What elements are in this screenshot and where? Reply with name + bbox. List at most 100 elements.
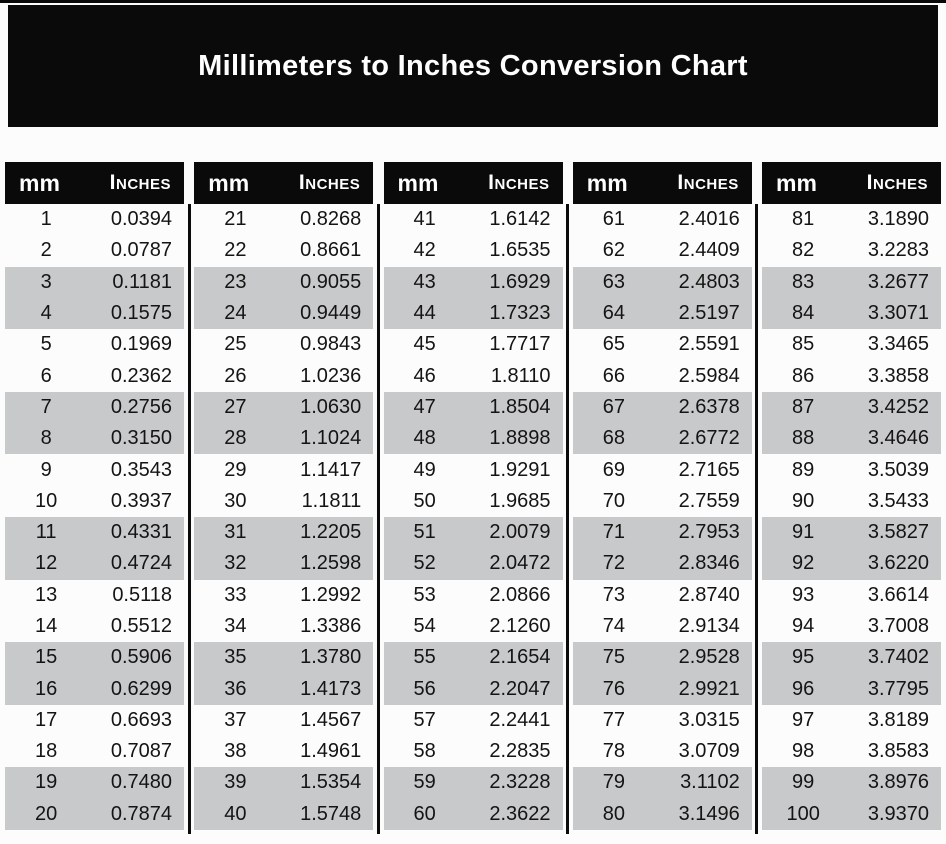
inches-value: 3.0709 <box>678 740 740 763</box>
conversion-table: mm Inches 41 1.6142 42 1.6535 43 1.6929 44 1.73… <box>383 162 563 830</box>
table-row: 100 3.9370 <box>762 798 941 830</box>
table-row: 82 3.2283 <box>762 235 941 266</box>
table-row: 26 1.0236 <box>194 360 373 391</box>
inches-value: 0.0394 <box>110 208 172 231</box>
table-row: 22 0.8661 <box>194 235 373 266</box>
mm-value: 76 <box>602 677 626 700</box>
table-row: 68 2.6772 <box>572 423 752 455</box>
mm-value: 54 <box>413 615 436 637</box>
table-row: 25 0.9843 <box>194 329 373 360</box>
table-row: 87 3.4252 <box>762 391 941 424</box>
inches-value: 2.4409 <box>678 239 740 262</box>
inches-value: 2.1654 <box>489 646 551 669</box>
inches-value: 3.4252 <box>867 395 929 418</box>
mm-value: 96 <box>792 677 815 700</box>
inches-value: 2.0472 <box>489 552 551 575</box>
table-row: 1 0.0394 <box>5 204 184 235</box>
table-row: 48 1.8898 <box>383 423 563 455</box>
table-row: 16 0.6299 <box>5 673 184 705</box>
mm-value: 40 <box>224 802 247 825</box>
inches-value: 1.6535 <box>489 239 551 262</box>
mm-value: 57 <box>413 708 436 731</box>
column-header-inches: Inches <box>488 171 550 194</box>
column-header-inches: Inches <box>866 171 928 194</box>
mm-value: 69 <box>602 458 626 481</box>
mm-value: 81 <box>792 208 815 231</box>
inches-value: 3.7008 <box>867 615 929 637</box>
table-row: 78 3.0709 <box>573 736 752 767</box>
table-row: 34 1.3386 <box>194 611 373 642</box>
inches-value: 0.1969 <box>110 333 172 356</box>
tables-container: mm Inches 1 0.0394 2 0.0787 3 0.1181 4 0.1575 5 0… <box>5 162 941 834</box>
table-row: 84 3.3071 <box>762 297 941 330</box>
mm-value: 6 <box>40 364 52 387</box>
inches-value: 0.7087 <box>110 740 172 763</box>
inches-value: 2.0079 <box>489 521 551 544</box>
mm-value: 80 <box>602 802 626 825</box>
mm-value: 20 <box>35 802 58 825</box>
mm-value: 8 <box>40 427 52 450</box>
table-row: 64 2.5197 <box>572 297 752 330</box>
mm-value: 59 <box>413 771 436 794</box>
table-row: 38 1.4961 <box>194 736 373 767</box>
table-body: 1 0.0394 2 0.0787 3 0.1181 4 0.1575 5 0.1969 6 0.23… <box>5 204 184 830</box>
conversion-table: mm Inches 81 3.1890 82 3.2283 83 3.2677 84 3.30… <box>762 162 941 830</box>
mm-value: 32 <box>224 552 247 575</box>
column-header-mm: mm <box>19 169 60 196</box>
inches-value: 2.2047 <box>489 677 551 700</box>
mm-value: 63 <box>602 270 626 293</box>
mm-value: 56 <box>413 677 436 700</box>
inches-value: 2.6378 <box>678 395 740 418</box>
mm-value: 28 <box>224 427 247 450</box>
inches-value: 1.8504 <box>489 395 551 418</box>
table-row: 93 3.6614 <box>762 580 941 611</box>
table-row: 83 3.2677 <box>762 266 941 298</box>
inches-value: 3.5433 <box>867 489 929 512</box>
table-row: 86 3.3858 <box>762 360 941 391</box>
table-row: 40 1.5748 <box>194 798 374 830</box>
mm-value: 11 <box>35 521 57 544</box>
column-header-mm: mm <box>397 169 439 196</box>
mm-value: 15 <box>35 646 58 669</box>
table-row: 24 0.9449 <box>194 297 374 330</box>
mm-value: 37 <box>224 708 247 731</box>
mm-value: 5 <box>40 333 52 356</box>
table-body: 81 3.1890 82 3.2283 83 3.2677 84 3.3071 85 3.3465… <box>762 204 941 830</box>
inches-value: 1.7323 <box>489 302 551 325</box>
inches-value: 0.3937 <box>110 489 172 512</box>
table-row: 65 2.5591 <box>573 329 752 360</box>
mm-value: 3 <box>40 270 52 293</box>
title-banner: Millimeters to Inches Conversion Chart <box>8 5 938 127</box>
mm-value: 34 <box>224 615 247 637</box>
column-header-inches: Inches <box>677 171 739 194</box>
table-row: 90 3.5433 <box>762 486 941 517</box>
table-row: 35 1.3780 <box>194 642 374 674</box>
inches-value: 1.9685 <box>489 489 551 512</box>
table-row: 60 2.3622 <box>383 798 563 830</box>
inches-value: 0.1181 <box>112 270 172 293</box>
mm-value: 47 <box>413 395 436 418</box>
table-row: 12 0.4724 <box>5 548 184 580</box>
mm-value: 88 <box>792 427 815 450</box>
table-row: 21 0.8268 <box>194 204 373 235</box>
inches-value: 2.2441 <box>489 708 551 731</box>
table-row: 72 2.8346 <box>572 548 752 580</box>
inches-value: 0.1575 <box>110 302 172 325</box>
inches-value: 2.7953 <box>678 521 740 544</box>
mm-value: 97 <box>792 708 815 731</box>
table-row: 85 3.3465 <box>762 329 941 360</box>
inches-value: 0.6299 <box>110 677 172 700</box>
inches-value: 1.8110 <box>490 364 551 387</box>
mm-value: 36 <box>224 677 247 700</box>
table-row: 55 2.1654 <box>383 642 563 674</box>
mm-value: 35 <box>224 646 247 669</box>
table-row: 32 1.2598 <box>194 548 374 580</box>
inches-value: 1.5748 <box>300 802 362 825</box>
inches-value: 3.1102 <box>680 771 740 794</box>
mm-value: 93 <box>792 583 815 606</box>
mm-value: 39 <box>224 771 247 794</box>
inches-value: 0.7480 <box>110 771 172 794</box>
table-row: 49 1.9291 <box>384 454 563 485</box>
inches-value: 2.9528 <box>678 646 740 669</box>
